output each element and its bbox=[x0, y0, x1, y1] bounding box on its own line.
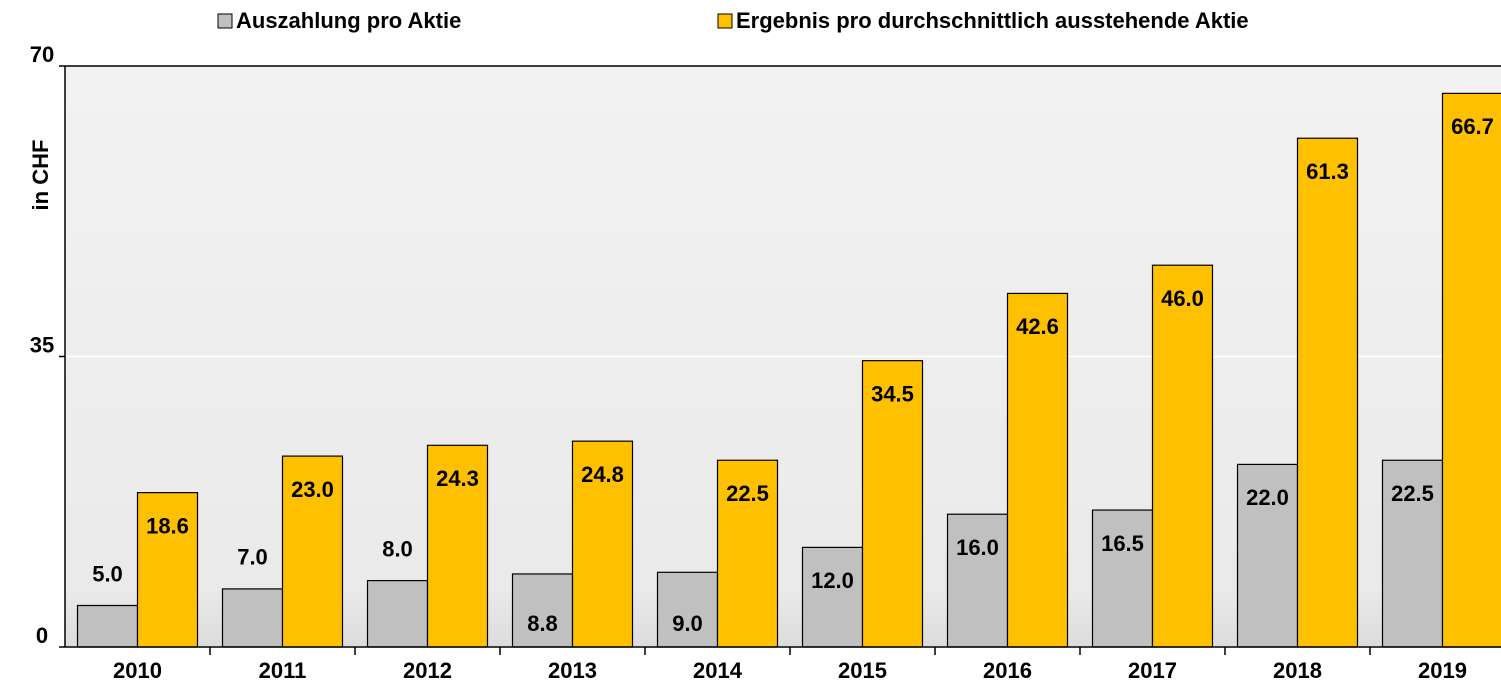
value-label: 9.0 bbox=[672, 611, 703, 636]
value-label: 5.0 bbox=[92, 561, 123, 586]
value-label: 22.5 bbox=[726, 481, 769, 506]
y-tick-label: 35 bbox=[30, 332, 54, 357]
value-label: 8.8 bbox=[527, 611, 558, 636]
bar bbox=[1296, 137, 1359, 648]
x-tick-label: 2018 bbox=[1273, 658, 1322, 683]
x-tick-label: 2016 bbox=[983, 658, 1032, 683]
bar bbox=[656, 571, 719, 648]
value-label: 7.0 bbox=[237, 545, 268, 570]
bar bbox=[136, 492, 199, 648]
y-tick-label: 70 bbox=[30, 42, 54, 67]
legend-swatch bbox=[717, 13, 733, 29]
bar bbox=[861, 360, 924, 648]
value-label: 22.5 bbox=[1391, 481, 1434, 506]
legend-label: Auszahlung pro Aktie bbox=[236, 8, 461, 33]
x-tick-label: 2010 bbox=[113, 658, 162, 683]
legend-label: Ergebnis pro durchschnittlich ausstehend… bbox=[736, 8, 1249, 33]
value-label: 8.0 bbox=[382, 536, 413, 561]
value-label: 42.6 bbox=[1016, 314, 1059, 339]
y-axis-label: in CHF bbox=[28, 140, 53, 211]
x-tick-label: 2017 bbox=[1128, 658, 1177, 683]
x-tick-label: 2014 bbox=[693, 658, 743, 683]
value-label: 22.0 bbox=[1246, 485, 1289, 510]
x-tick-label: 2019 bbox=[1418, 658, 1467, 683]
bar bbox=[1151, 264, 1214, 648]
bar bbox=[221, 588, 284, 648]
bar bbox=[1381, 459, 1444, 648]
bar bbox=[281, 455, 344, 648]
value-label: 12.0 bbox=[811, 568, 854, 593]
bar bbox=[1006, 292, 1069, 648]
bar bbox=[366, 579, 429, 648]
value-label: 46.0 bbox=[1161, 286, 1204, 311]
bar bbox=[426, 444, 489, 648]
value-label: 24.3 bbox=[436, 466, 479, 491]
value-label: 23.0 bbox=[291, 477, 334, 502]
bar bbox=[946, 513, 1009, 648]
x-tick-label: 2012 bbox=[403, 658, 452, 683]
value-label: 16.5 bbox=[1101, 531, 1144, 556]
value-label: 18.6 bbox=[146, 513, 189, 538]
value-label: 66.7 bbox=[1451, 114, 1494, 139]
x-tick-label: 2013 bbox=[548, 658, 597, 683]
x-tick-label: 2011 bbox=[259, 658, 307, 683]
value-label: 24.8 bbox=[581, 462, 624, 487]
bar bbox=[571, 440, 634, 648]
y-tick-label: 0 bbox=[36, 623, 48, 648]
x-tick-label: 2015 bbox=[838, 658, 887, 683]
bar bbox=[1441, 92, 1501, 648]
value-label: 16.0 bbox=[956, 535, 999, 560]
bar bbox=[76, 604, 139, 648]
bar bbox=[801, 546, 864, 648]
value-label: 61.3 bbox=[1306, 159, 1349, 184]
bar bbox=[716, 459, 779, 648]
legend-swatch bbox=[217, 13, 233, 29]
value-label: 34.5 bbox=[871, 381, 914, 406]
